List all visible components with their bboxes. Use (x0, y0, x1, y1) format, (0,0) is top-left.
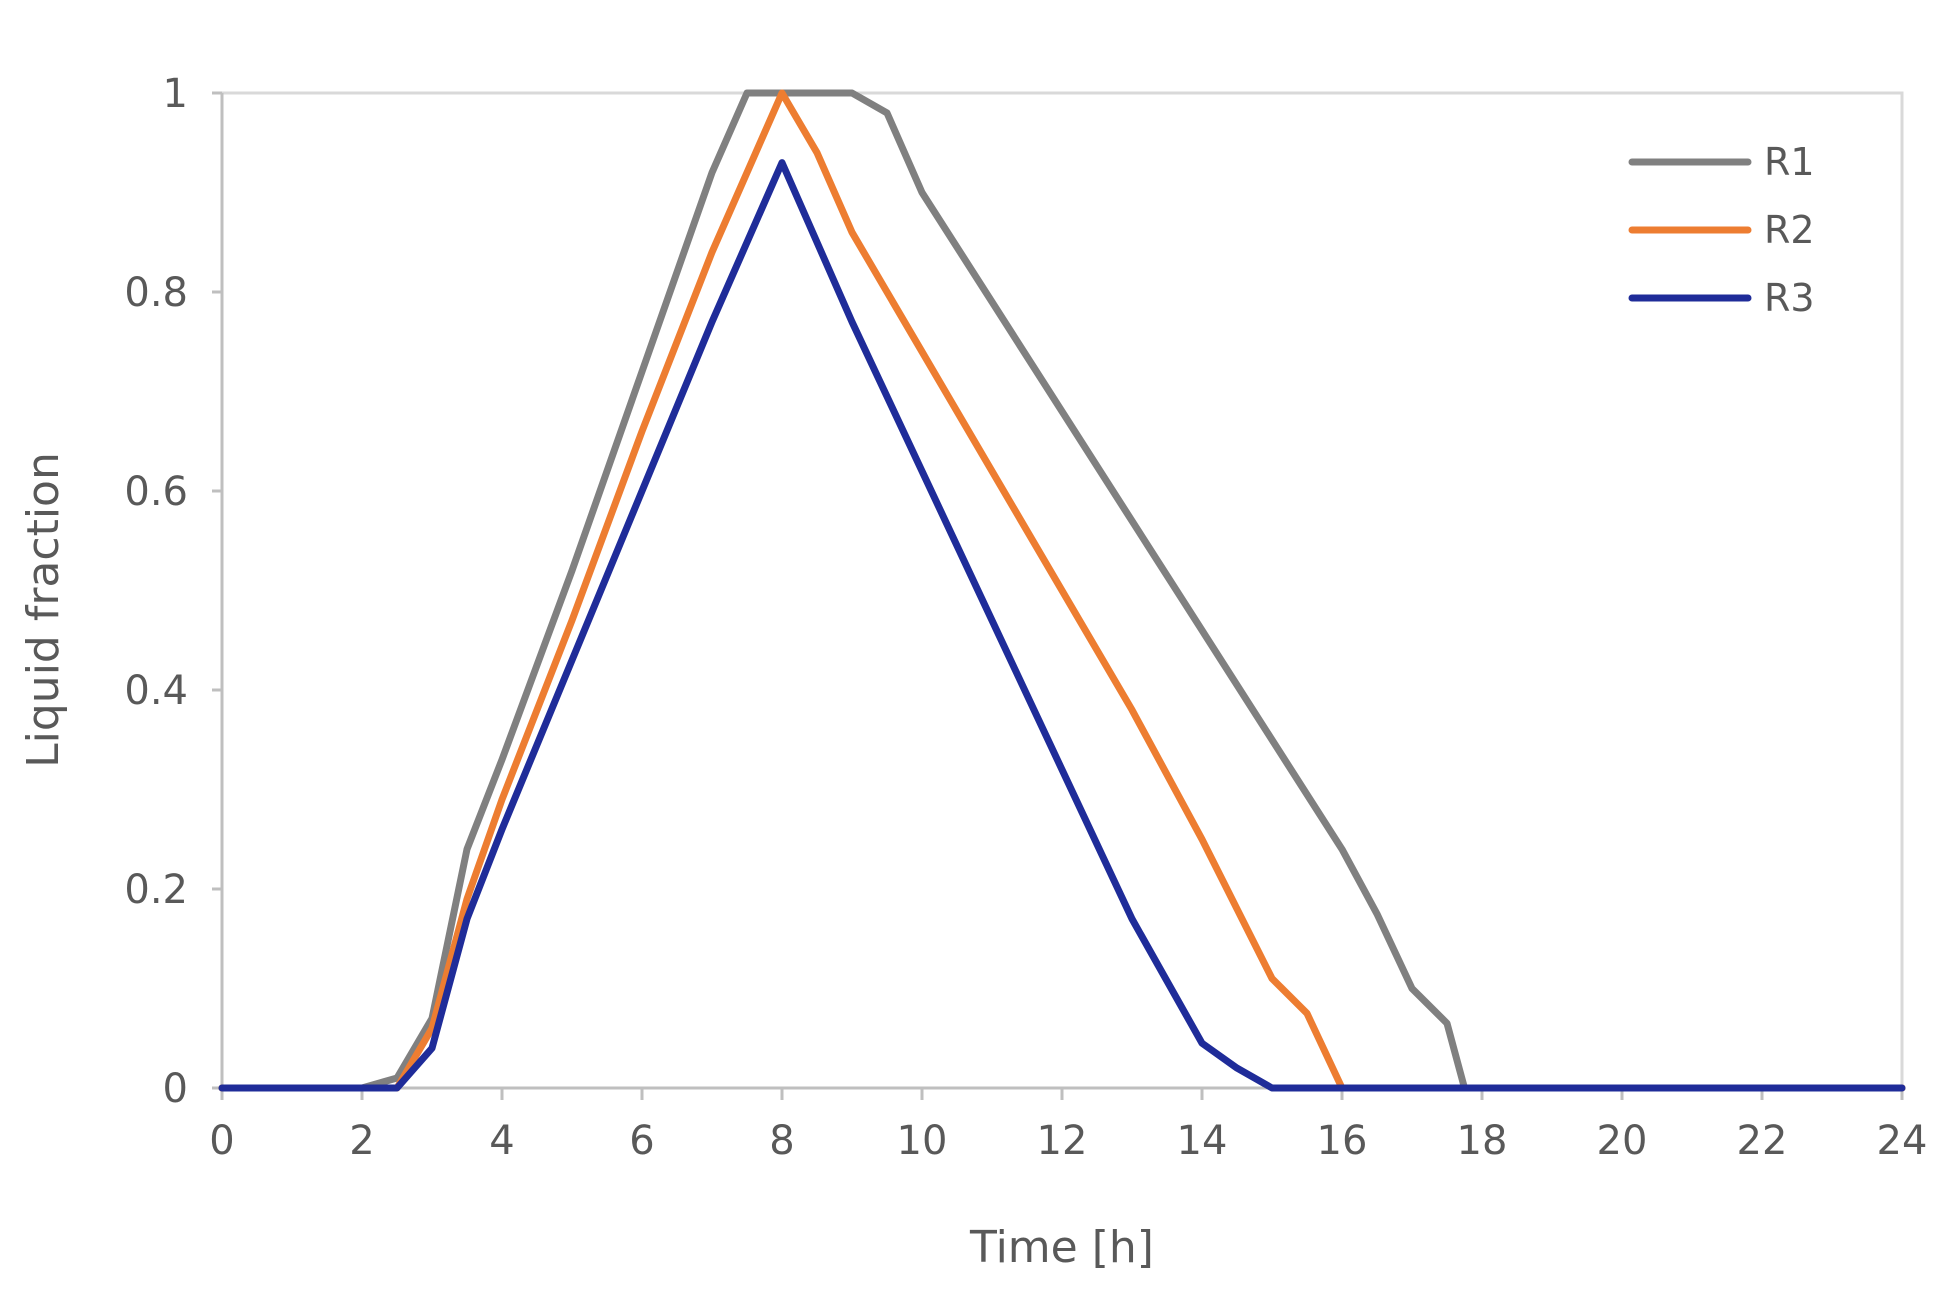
y-tick-labels: 0 0.2 0.4 0.6 0.8 1 (124, 71, 222, 1112)
y-axis-title: Liquid fraction (18, 452, 69, 768)
x-axis-title: Time [h] (969, 1222, 1154, 1273)
x-tick-label: 12 (1037, 1118, 1088, 1164)
x-tick-label: 18 (1457, 1118, 1508, 1164)
x-tick-label: 8 (769, 1118, 794, 1164)
x-tick-label: 20 (1597, 1118, 1648, 1164)
y-tick-label: 0.2 (124, 867, 188, 913)
legend: R1 R2 R3 (1628, 140, 1815, 320)
series-line-r1 (218, 89, 1906, 1092)
legend-label-r2: R2 (1764, 208, 1815, 252)
y-tick-label: 0.6 (124, 469, 188, 515)
x-tick-label: 24 (1877, 1118, 1928, 1164)
x-tick-label: 4 (489, 1118, 514, 1164)
x-tick-label: 0 (209, 1118, 234, 1164)
x-tick-label: 14 (1177, 1118, 1228, 1164)
x-tick-labels: 0 2 4 6 8 10 12 14 16 18 20 22 24 (209, 1088, 1927, 1164)
legend-label-r3: R3 (1764, 276, 1815, 320)
y-tick-label: 0 (163, 1066, 188, 1112)
y-tick-label: 0.4 (124, 668, 188, 714)
y-tick-label: 0.8 (124, 270, 188, 316)
x-tick-label: 10 (897, 1118, 948, 1164)
x-tick-label: 22 (1737, 1118, 1788, 1164)
series-line-r2 (218, 89, 1906, 1092)
x-tick-label: 16 (1317, 1118, 1368, 1164)
x-tick-label: 2 (349, 1118, 374, 1164)
y-tick-label: 1 (163, 71, 188, 117)
legend-label-r1: R1 (1764, 140, 1815, 184)
series-lines (218, 89, 1906, 1092)
series-line-r3 (218, 159, 1906, 1092)
x-tick-label: 6 (629, 1118, 654, 1164)
